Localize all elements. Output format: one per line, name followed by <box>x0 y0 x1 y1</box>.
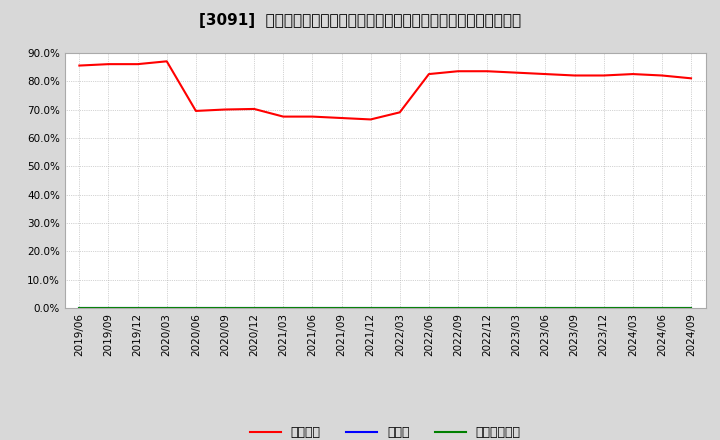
繰延税金資産 <box>220 305 229 311</box>
繰延税金資産 <box>657 305 666 311</box>
のれん <box>104 305 113 311</box>
繰延税金資産 <box>629 305 637 311</box>
のれん <box>192 305 200 311</box>
繰延税金資産 <box>395 305 404 311</box>
自己資本 <box>104 62 113 67</box>
自己資本 <box>454 69 462 74</box>
のれん <box>483 305 492 311</box>
のれん <box>425 305 433 311</box>
自己資本 <box>337 115 346 121</box>
のれん <box>308 305 317 311</box>
自己資本 <box>366 117 375 122</box>
のれん <box>541 305 550 311</box>
自己資本 <box>483 69 492 74</box>
のれん <box>657 305 666 311</box>
自己資本 <box>512 70 521 75</box>
繰延税金資産 <box>250 305 258 311</box>
のれん <box>75 305 84 311</box>
自己資本 <box>570 73 579 78</box>
Legend: 自己資本, のれん, 繰延税金資産: 自己資本, のれん, 繰延税金資産 <box>245 422 526 440</box>
繰延税金資産 <box>104 305 113 311</box>
繰延税金資産 <box>366 305 375 311</box>
繰延税金資産 <box>599 305 608 311</box>
繰延税金資産 <box>279 305 287 311</box>
自己資本 <box>395 110 404 115</box>
繰延税金資産 <box>75 305 84 311</box>
自己資本 <box>133 62 142 67</box>
自己資本 <box>192 108 200 114</box>
繰延税金資産 <box>425 305 433 311</box>
自己資本 <box>425 71 433 77</box>
のれん <box>279 305 287 311</box>
のれん <box>220 305 229 311</box>
のれん <box>250 305 258 311</box>
繰延税金資産 <box>483 305 492 311</box>
のれん <box>163 305 171 311</box>
自己資本 <box>629 71 637 77</box>
のれん <box>629 305 637 311</box>
繰延税金資産 <box>512 305 521 311</box>
繰延税金資産 <box>687 305 696 311</box>
繰延税金資産 <box>163 305 171 311</box>
自己資本 <box>250 106 258 112</box>
自己資本 <box>279 114 287 119</box>
繰延税金資産 <box>570 305 579 311</box>
のれん <box>454 305 462 311</box>
繰延税金資産 <box>454 305 462 311</box>
のれん <box>366 305 375 311</box>
繰延税金資産 <box>133 305 142 311</box>
繰延税金資産 <box>337 305 346 311</box>
繰延税金資産 <box>308 305 317 311</box>
のれん <box>337 305 346 311</box>
のれん <box>133 305 142 311</box>
のれん <box>687 305 696 311</box>
のれん <box>570 305 579 311</box>
繰延税金資産 <box>541 305 550 311</box>
自己資本 <box>220 107 229 112</box>
自己資本 <box>541 71 550 77</box>
繰延税金資産 <box>192 305 200 311</box>
自己資本 <box>657 73 666 78</box>
自己資本 <box>163 59 171 64</box>
自己資本 <box>75 63 84 68</box>
Line: 自己資本: 自己資本 <box>79 61 691 119</box>
自己資本 <box>599 73 608 78</box>
自己資本 <box>687 76 696 81</box>
のれん <box>512 305 521 311</box>
自己資本 <box>308 114 317 119</box>
のれん <box>599 305 608 311</box>
のれん <box>395 305 404 311</box>
Text: [3091]  自己資本、のれん、繰延税金資産の総資産に対する比率の推移: [3091] 自己資本、のれん、繰延税金資産の総資産に対する比率の推移 <box>199 13 521 28</box>
